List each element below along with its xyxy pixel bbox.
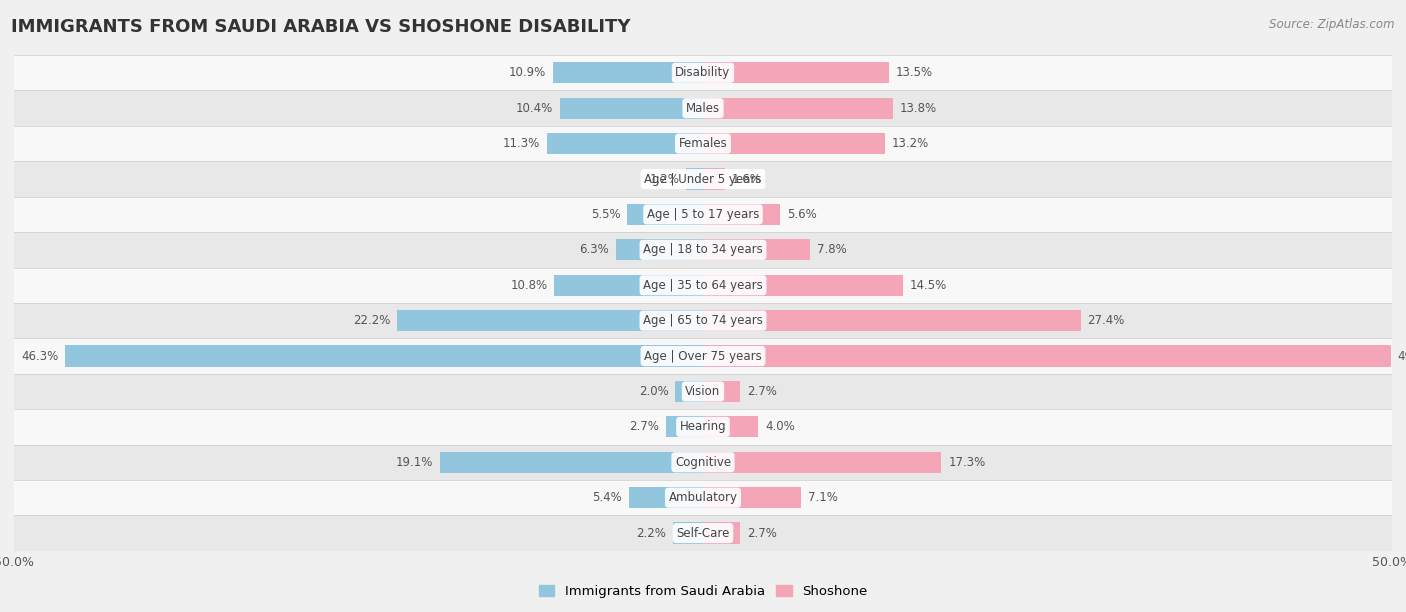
Text: Disability: Disability <box>675 66 731 80</box>
Bar <box>14 55 1392 91</box>
Text: 1.2%: 1.2% <box>650 173 679 185</box>
Text: 7.8%: 7.8% <box>817 244 846 256</box>
Bar <box>553 62 703 83</box>
Text: 11.3%: 11.3% <box>503 137 540 150</box>
Text: 5.4%: 5.4% <box>592 491 621 504</box>
Bar <box>703 416 758 438</box>
Bar <box>440 452 703 473</box>
Bar <box>627 204 703 225</box>
Text: 17.3%: 17.3% <box>948 456 986 469</box>
Bar <box>14 338 1392 374</box>
Text: 13.2%: 13.2% <box>891 137 929 150</box>
Bar <box>703 133 884 154</box>
Text: 19.1%: 19.1% <box>395 456 433 469</box>
Text: Age | 65 to 74 years: Age | 65 to 74 years <box>643 314 763 327</box>
Text: 10.4%: 10.4% <box>516 102 553 114</box>
Text: 1.6%: 1.6% <box>733 173 762 185</box>
Text: Self-Care: Self-Care <box>676 526 730 540</box>
Text: Females: Females <box>679 137 727 150</box>
Text: 5.5%: 5.5% <box>591 208 620 221</box>
Bar <box>14 480 1392 515</box>
Bar <box>703 345 1391 367</box>
Bar <box>14 91 1392 126</box>
Bar <box>675 381 703 402</box>
Text: 13.5%: 13.5% <box>896 66 934 80</box>
Bar <box>703 239 810 261</box>
Bar <box>686 168 703 190</box>
Text: Age | 18 to 34 years: Age | 18 to 34 years <box>643 244 763 256</box>
Text: IMMIGRANTS FROM SAUDI ARABIA VS SHOSHONE DISABILITY: IMMIGRANTS FROM SAUDI ARABIA VS SHOSHONE… <box>11 18 631 36</box>
Bar <box>14 409 1392 444</box>
Bar <box>703 62 889 83</box>
Text: 6.3%: 6.3% <box>579 244 609 256</box>
Bar <box>14 303 1392 338</box>
Text: Ambulatory: Ambulatory <box>668 491 738 504</box>
Bar <box>628 487 703 509</box>
Text: 10.8%: 10.8% <box>510 278 547 292</box>
Bar <box>703 275 903 296</box>
Bar <box>547 133 703 154</box>
Text: 13.8%: 13.8% <box>900 102 938 114</box>
Bar <box>14 374 1392 409</box>
Bar <box>14 126 1392 162</box>
Text: 2.2%: 2.2% <box>636 526 666 540</box>
Text: Cognitive: Cognitive <box>675 456 731 469</box>
Text: Age | 5 to 17 years: Age | 5 to 17 years <box>647 208 759 221</box>
Bar <box>14 444 1392 480</box>
Text: 49.9%: 49.9% <box>1398 349 1406 362</box>
Text: 14.5%: 14.5% <box>910 278 946 292</box>
Bar <box>554 275 703 296</box>
Bar <box>672 523 703 543</box>
Legend: Immigrants from Saudi Arabia, Shoshone: Immigrants from Saudi Arabia, Shoshone <box>533 580 873 603</box>
Text: 2.0%: 2.0% <box>638 385 669 398</box>
Bar <box>703 452 942 473</box>
Text: 22.2%: 22.2% <box>353 314 391 327</box>
Bar <box>560 97 703 119</box>
Bar <box>616 239 703 261</box>
Bar <box>703 381 740 402</box>
Text: 5.6%: 5.6% <box>787 208 817 221</box>
Bar <box>14 162 1392 196</box>
Text: Hearing: Hearing <box>679 420 727 433</box>
Text: 46.3%: 46.3% <box>21 349 58 362</box>
Bar <box>14 232 1392 267</box>
Bar <box>14 267 1392 303</box>
Bar <box>703 97 893 119</box>
Text: Source: ZipAtlas.com: Source: ZipAtlas.com <box>1270 18 1395 31</box>
Text: 2.7%: 2.7% <box>747 526 778 540</box>
Text: Males: Males <box>686 102 720 114</box>
Bar <box>703 204 780 225</box>
Bar <box>703 487 801 509</box>
Text: 2.7%: 2.7% <box>628 420 659 433</box>
Text: 10.9%: 10.9% <box>509 66 546 80</box>
Bar <box>14 196 1392 232</box>
Text: Age | Over 75 years: Age | Over 75 years <box>644 349 762 362</box>
Bar <box>703 168 725 190</box>
Bar <box>666 416 703 438</box>
Text: Age | Under 5 years: Age | Under 5 years <box>644 173 762 185</box>
Bar <box>14 515 1392 551</box>
Bar <box>703 310 1081 331</box>
Bar <box>703 523 740 543</box>
Text: 7.1%: 7.1% <box>807 491 838 504</box>
Text: Vision: Vision <box>685 385 721 398</box>
Text: 2.7%: 2.7% <box>747 385 778 398</box>
Bar <box>65 345 703 367</box>
Bar <box>396 310 703 331</box>
Text: 4.0%: 4.0% <box>765 420 794 433</box>
Text: Age | 35 to 64 years: Age | 35 to 64 years <box>643 278 763 292</box>
Text: 27.4%: 27.4% <box>1087 314 1125 327</box>
